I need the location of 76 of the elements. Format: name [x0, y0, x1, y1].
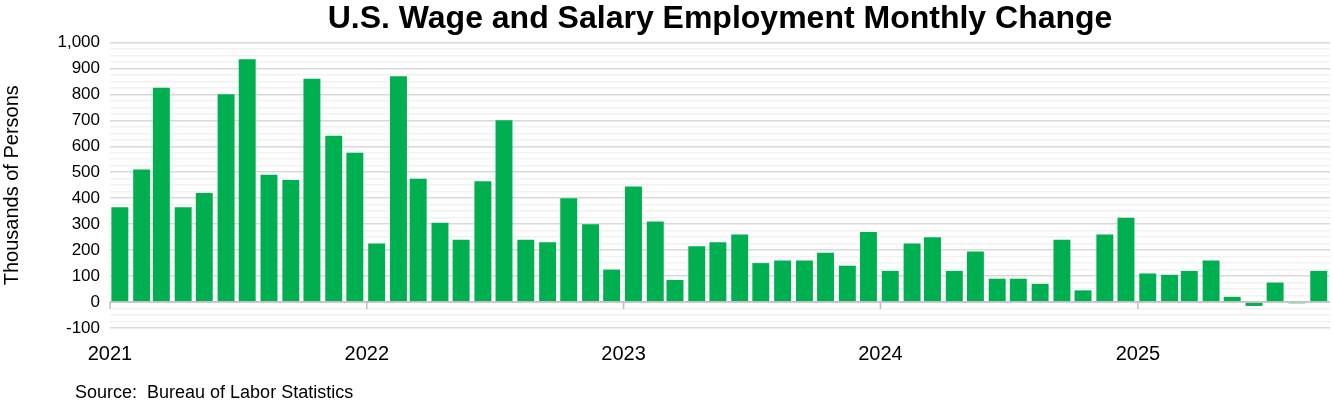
bar	[303, 78, 321, 302]
bar	[838, 265, 856, 302]
bar	[152, 87, 170, 302]
bar	[133, 169, 151, 302]
y-tick-label: 200	[71, 239, 100, 259]
y-tick-label: 1,000	[57, 32, 100, 52]
x-tick-label: 2021	[87, 341, 133, 364]
bar	[238, 59, 256, 302]
bar	[1139, 273, 1157, 302]
y-tick-label: 500	[71, 161, 100, 181]
bar	[517, 239, 535, 302]
bar	[111, 207, 129, 302]
bar	[1074, 290, 1092, 302]
y-tick-label: 0	[90, 291, 100, 311]
bar	[1053, 239, 1071, 302]
y-tick-label: -100	[65, 317, 100, 337]
bar	[795, 260, 813, 302]
bar	[1117, 217, 1135, 302]
bar	[688, 246, 706, 302]
bar	[1031, 283, 1049, 302]
x-tick-label: 2022	[344, 341, 390, 364]
bar	[774, 260, 792, 302]
bar	[903, 243, 921, 302]
bar	[1180, 270, 1198, 302]
bar	[924, 237, 941, 302]
bar	[217, 94, 235, 302]
bar	[966, 251, 984, 302]
bar	[881, 270, 899, 302]
bar	[282, 180, 300, 302]
bar	[195, 192, 213, 302]
bar	[817, 252, 835, 302]
y-tick-label: 700	[71, 109, 100, 129]
x-tick-label: 2023	[601, 341, 646, 364]
bar	[1223, 296, 1241, 302]
bar	[431, 222, 449, 302]
bar	[1202, 260, 1220, 302]
bar	[495, 120, 513, 302]
x-tick-label: 2025	[1115, 341, 1161, 364]
bar	[646, 221, 664, 302]
bar	[474, 181, 492, 302]
bar	[988, 278, 1006, 302]
y-tick-label: 100	[71, 265, 100, 285]
bar	[560, 198, 578, 302]
y-tick-label: 600	[71, 135, 100, 155]
chart-title: U.S. Wage and Salary Employment Monthly Change	[327, 0, 1113, 36]
bar	[1096, 234, 1114, 302]
bar	[346, 152, 364, 302]
bar	[1245, 302, 1263, 306]
bar	[260, 174, 278, 302]
bar	[1266, 282, 1284, 302]
y-tick-label: 300	[71, 213, 100, 233]
bar	[409, 178, 427, 302]
bar	[624, 186, 642, 302]
source-note: Source: Bureau of Labor Statistics	[75, 382, 354, 402]
y-tick-label: 900	[71, 58, 100, 78]
bar	[1310, 270, 1328, 302]
bar	[731, 234, 749, 302]
bar	[390, 76, 407, 302]
bar	[1161, 274, 1179, 302]
bar	[452, 239, 470, 302]
y-axis-title: Thousands of Persons	[0, 85, 22, 286]
y-tick-label: 400	[71, 187, 100, 207]
bar	[325, 135, 343, 302]
bar	[859, 231, 877, 302]
y-tick-label: 800	[71, 84, 100, 104]
bar	[582, 224, 600, 302]
bar	[945, 270, 963, 302]
bar	[752, 263, 770, 302]
bar	[174, 207, 192, 302]
x-tick-label: 2024	[858, 341, 903, 364]
bar	[603, 269, 621, 302]
bar	[368, 243, 386, 302]
bar	[666, 279, 684, 302]
bar	[539, 242, 557, 302]
bar	[709, 242, 727, 302]
bar	[1009, 278, 1027, 302]
